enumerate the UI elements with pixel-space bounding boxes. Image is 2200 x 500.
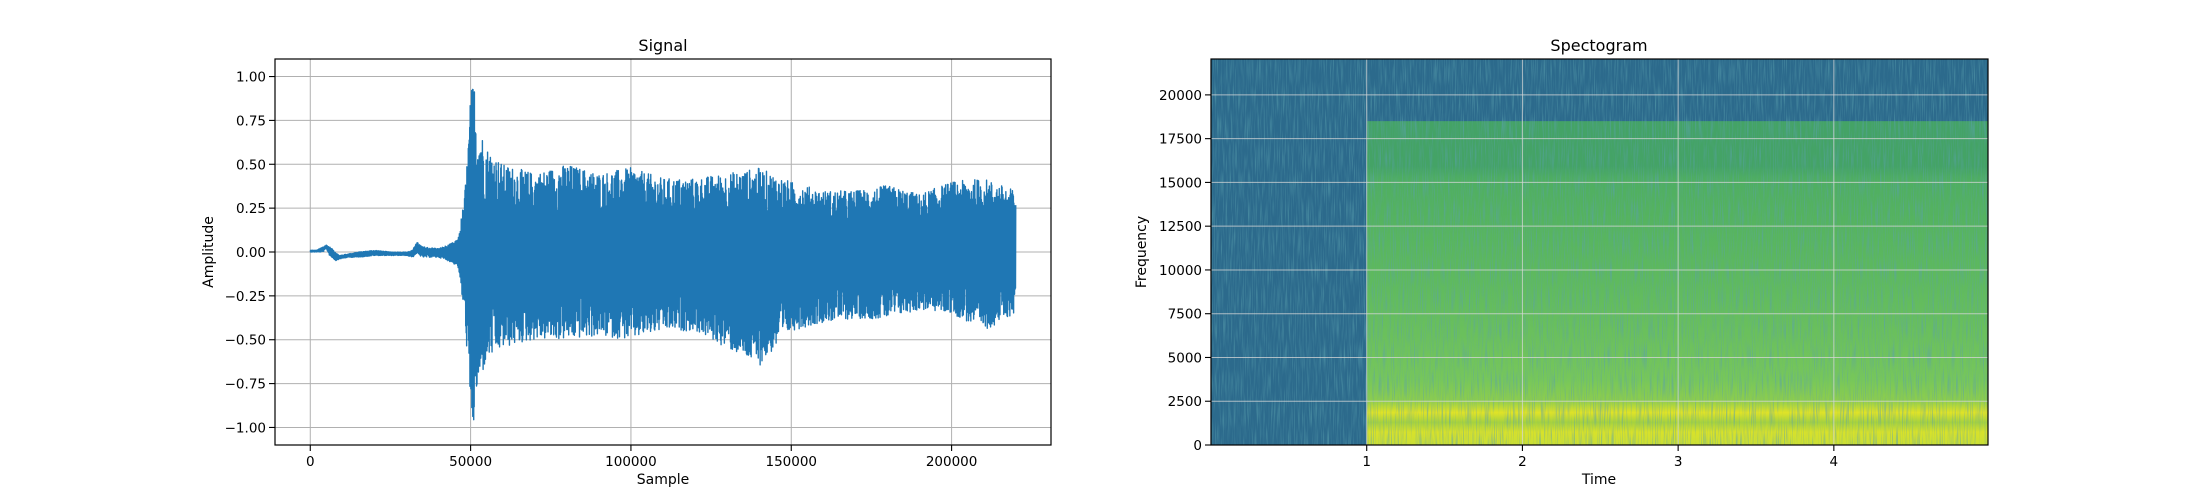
signal-y-ticks: −1.00 −0.75 −0.50 −0.25 0.00 0.25 0.50 0.75 1.00 [225, 70, 275, 436]
signal-y-tick-label: 0.75 [236, 113, 266, 129]
spectrogram-x-tick-label: 1 [1362, 454, 1371, 470]
spectrogram-y-tick-label: 15000 [1159, 175, 1202, 191]
signal-x-tick-label: 200000 [926, 454, 978, 470]
signal-y-tick-label: 0.25 [236, 201, 266, 217]
signal-plot: 0 50000 100000 150000 200000 −1.00 −0.75 −0.50… [201, 36, 1052, 488]
signal-y-tick-label: −0.50 [225, 333, 266, 349]
spectrogram-y-tick-label: 5000 [1168, 350, 1202, 366]
signal-y-tick-label: 1.00 [236, 70, 266, 86]
signal-x-label: Sample [637, 472, 690, 488]
signal-y-tick-label: −0.75 [225, 377, 266, 393]
signal-x-tick-label: 150000 [765, 454, 817, 470]
signal-x-tick-label: 50000 [449, 454, 492, 470]
signal-y-tick-label: −1.00 [225, 420, 266, 436]
spectrogram-x-ticks: 1 2 3 4 [1362, 445, 1838, 470]
signal-x-tick-label: 100000 [605, 454, 657, 470]
spectrogram-plot: 1 2 3 4 0 2500 5000 7500 10000 12500 15000 17500 20… [1134, 36, 1989, 488]
signal-x-tick-label: 0 [306, 454, 315, 470]
spectrogram-x-label: Time [1581, 472, 1616, 488]
signal-y-tick-label: 0.00 [236, 245, 266, 261]
signal-y-label: Amplitude [201, 216, 217, 288]
signal-line [309, 88, 1017, 421]
spectrogram-y-tick-label: 12500 [1159, 219, 1202, 235]
spectrogram-y-tick-label: 17500 [1159, 132, 1202, 148]
spectrogram-axes-frame [1210, 58, 1989, 446]
spectrogram-x-tick-label: 2 [1518, 454, 1527, 470]
spectrogram-image [1211, 59, 1988, 445]
signal-waveform [309, 88, 1017, 421]
spectrogram-y-ticks: 0 2500 5000 7500 10000 12500 15000 17500 20000 [1159, 88, 1211, 454]
spectrogram-texture [1211, 59, 1988, 445]
spectrogram-title: Spectogram [1550, 36, 1647, 55]
spectrogram-y-tick-label: 0 [1193, 438, 1202, 454]
spectrogram-y-tick-label: 10000 [1159, 263, 1202, 279]
spectrogram-y-tick-label: 20000 [1159, 88, 1202, 104]
spectrogram-y-tick-label: 7500 [1168, 307, 1202, 323]
signal-y-tick-label: −0.25 [225, 289, 266, 305]
spectrogram-x-tick-label: 4 [1830, 454, 1839, 470]
signal-y-tick-label: 0.50 [236, 157, 266, 173]
signal-title: Signal [638, 36, 687, 55]
signal-x-ticks: 0 50000 100000 150000 200000 [306, 445, 977, 470]
spectrogram-y-label: Frequency [1134, 216, 1150, 288]
spectrogram-x-tick-label: 3 [1674, 454, 1683, 470]
spectrogram-y-tick-label: 2500 [1168, 394, 1202, 410]
